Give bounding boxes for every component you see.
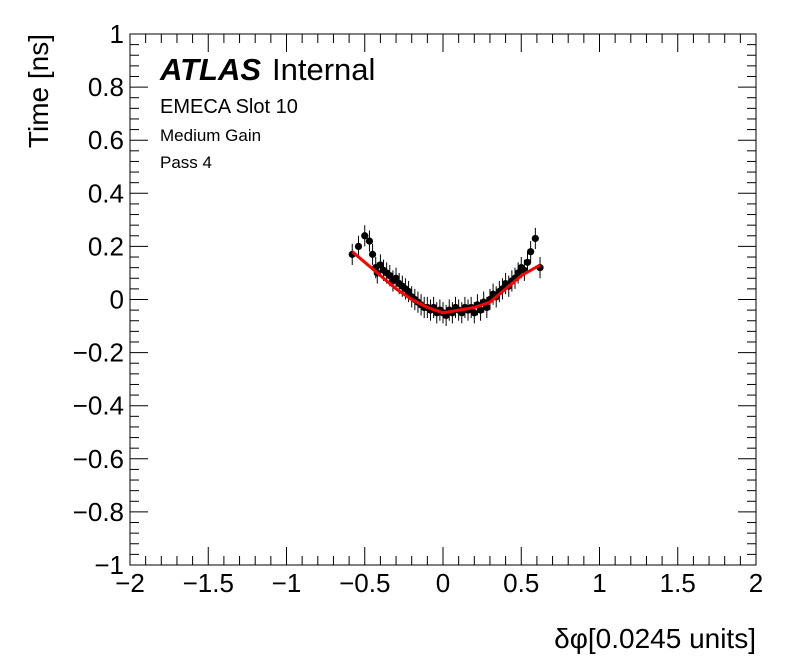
x-tick-label: 2 — [749, 568, 763, 598]
x-tick-label: −1.5 — [183, 568, 234, 598]
atlas-suffix: Internal — [272, 52, 375, 87]
y-tick-label: 0.2 — [88, 231, 124, 261]
data-point — [368, 250, 377, 258]
x-axis-title: δφ[0.0245 units] — [554, 623, 756, 654]
annotation-line3: Pass 4 — [160, 153, 212, 172]
y-tick-label: −0.4 — [73, 391, 124, 421]
data-point — [386, 272, 394, 280]
annotation-line1: EMECA Slot 10 — [160, 96, 298, 118]
atlas-label: ATLAS — [159, 52, 261, 87]
data-point — [527, 248, 535, 256]
x-tick-label: −1 — [272, 568, 302, 598]
data-point — [354, 242, 363, 250]
y-tick-label: −0.2 — [73, 338, 124, 368]
fit-curve — [351, 250, 541, 315]
y-tick-label: 0.8 — [88, 72, 124, 102]
y-tick-label: −1 — [94, 550, 124, 580]
x-tick-labels: −2 −1.5 −1 −0.5 0 0.5 1 1.5 2 — [115, 568, 763, 598]
data-point — [523, 258, 532, 266]
axis-ticks — [129, 33, 757, 566]
y-tick-label: 0.4 — [88, 178, 124, 208]
x-tick-label: 1 — [592, 568, 606, 598]
x-tick-label: −2 — [115, 568, 145, 598]
y-tick-label: −0.8 — [73, 497, 124, 527]
y-tick-label: 1 — [110, 19, 124, 49]
data-point — [514, 269, 522, 277]
annotation-line2: Medium Gain — [160, 126, 261, 145]
data-point — [404, 287, 413, 296]
x-tick-label: −0.5 — [339, 568, 390, 598]
x-tick-label: 0.5 — [503, 568, 539, 598]
y-axis-title: Time [ns] — [23, 34, 54, 148]
y-tick-label: −0.6 — [73, 444, 124, 474]
data-point — [470, 309, 478, 317]
fit-line — [351, 250, 541, 315]
data-point — [365, 237, 374, 245]
data-point — [376, 261, 384, 269]
data-point — [483, 303, 491, 312]
x-tick-label: 0 — [436, 568, 450, 598]
data-point — [392, 274, 400, 282]
y-tick-labels: −1 −0.8 −0.6 −0.4 −0.2 0 0.2 0.4 0.6 0.8 1 — [73, 19, 124, 580]
y-tick-label: 0 — [110, 285, 124, 315]
data-point — [531, 234, 539, 243]
y-tick-label: 0.6 — [88, 125, 124, 155]
data-point — [361, 232, 369, 240]
data-point — [476, 306, 485, 314]
x-tick-label: 1.5 — [660, 568, 696, 598]
